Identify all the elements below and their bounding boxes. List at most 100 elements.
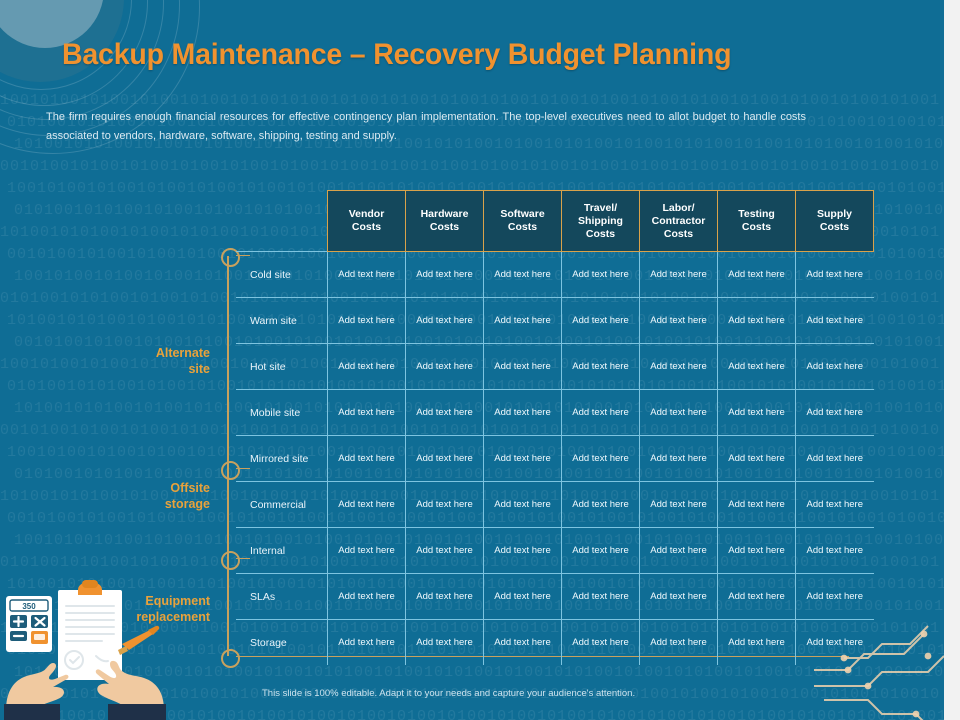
- table-cell[interactable]: Add text here: [639, 251, 718, 298]
- clipboard-icon: [58, 580, 122, 680]
- row-label-slas[interactable]: SLAs: [236, 573, 328, 620]
- table-cell[interactable]: Add text here: [639, 435, 718, 482]
- table-cell[interactable]: Add text here: [483, 389, 562, 436]
- table-cell[interactable]: Add text here: [405, 527, 484, 574]
- table-cell[interactable]: Add text here: [483, 343, 562, 390]
- table-row: Commercial Add text here Add text here Add …: [236, 481, 874, 528]
- table-cell[interactable]: Add text here: [717, 573, 796, 620]
- table-cell[interactable]: Add text here: [483, 619, 562, 665]
- row-label-warm-site[interactable]: Warm site: [236, 297, 328, 344]
- table-cell[interactable]: Add text here: [561, 527, 640, 574]
- table-cell[interactable]: Add text here: [327, 527, 406, 574]
- table-cell[interactable]: Add text here: [795, 481, 874, 528]
- table-cell[interactable]: Add text here: [806, 637, 863, 648]
- table-cell[interactable]: Add text here: [561, 297, 640, 344]
- table-cell[interactable]: Add text here: [717, 297, 796, 344]
- table-cell[interactable]: Add text here: [717, 481, 796, 528]
- column-header-line: Vendor: [348, 208, 385, 220]
- row-label-mirrored-site[interactable]: Mirrored site: [236, 435, 328, 482]
- table-cell[interactable]: Add text here: [405, 343, 484, 390]
- table-cell[interactable]: Add text here: [327, 251, 406, 298]
- table-cell[interactable]: Add text here: [405, 297, 484, 344]
- row-label-hot-site[interactable]: Hot site: [236, 343, 328, 390]
- table-cell[interactable]: Add text here: [639, 343, 718, 390]
- column-header-software-costs[interactable]: Software Costs: [483, 190, 562, 252]
- table-cell[interactable]: Add text here: [561, 251, 640, 298]
- table-cell[interactable]: Add text here: [639, 527, 718, 574]
- budget-table-head: Vendor Costs Hardware Costs Software Costs Tra…: [236, 190, 874, 252]
- row-label-storage[interactable]: Storage: [236, 619, 328, 665]
- column-header-line: Costs: [507, 221, 538, 233]
- table-cell[interactable]: Add text here: [483, 435, 562, 482]
- column-header-labor-contractor-costs[interactable]: Labor/Contractor Costs: [639, 190, 718, 252]
- table-cell[interactable]: Add text here: [639, 297, 718, 344]
- table-cell[interactable]: Add text here: [639, 573, 718, 620]
- table-cell[interactable]: Add text here: [795, 343, 874, 390]
- table-cell[interactable]: Add text here: [717, 619, 796, 665]
- row-label-mobile-site[interactable]: Mobile site: [236, 389, 328, 436]
- row-label-internal[interactable]: Internal: [236, 527, 328, 574]
- budget-table-header-row: Vendor Costs Hardware Costs Software Costs Tra…: [236, 190, 874, 252]
- table-cell[interactable]: Add text here: [327, 389, 406, 436]
- column-header-supply-costs[interactable]: Supply Costs: [795, 190, 874, 252]
- table-cell[interactable]: Add text here: [561, 389, 640, 436]
- table-cell[interactable]: Add text here: [483, 297, 562, 344]
- table-cell[interactable]: Add text here: [405, 573, 484, 620]
- column-header-testing-costs[interactable]: Testing Costs: [717, 190, 796, 252]
- table-cell[interactable]: Add text here: [327, 573, 406, 620]
- table-cell[interactable]: Add text here: [561, 573, 640, 620]
- group-label-offsite-storage: Offsite storage: [60, 480, 210, 512]
- column-header-vendor-costs[interactable]: Vendor Costs: [327, 190, 406, 252]
- table-cell[interactable]: Add text here: [561, 435, 640, 482]
- table-cell[interactable]: Add text here: [327, 343, 406, 390]
- table-cell[interactable]: Add text here: [405, 619, 484, 665]
- column-header-line: Labor/: [662, 201, 695, 214]
- table-cell[interactable]: Add text here: [327, 481, 406, 528]
- table-cell[interactable]: Add text here: [795, 297, 874, 344]
- table-cell[interactable]: Add text here: [327, 435, 406, 482]
- table-cell[interactable]: Add text here: [483, 527, 562, 574]
- table-cell[interactable]: Add text here: [483, 573, 562, 620]
- circuit-trace-decoration: [814, 625, 944, 720]
- table-cell[interactable]: Add text here: [717, 343, 796, 390]
- group-label-equipment-replacement-line2: replacement: [136, 610, 210, 624]
- concentric-rings-decoration: [0, 0, 230, 220]
- table-cell[interactable]: Add text here: [405, 389, 484, 436]
- group-label-alternate-site: Alternate site: [60, 345, 210, 377]
- table-cell[interactable]: Add text here: [717, 435, 796, 482]
- table-cell[interactable]: Add text here: [795, 251, 874, 298]
- table-cell[interactable]: Add text here: [483, 481, 562, 528]
- row-label-commercial[interactable]: Commercial: [236, 481, 328, 528]
- right-hand-pen-icon: [95, 625, 166, 720]
- group-label-alternate-site-line2: site: [188, 362, 210, 376]
- table-cell[interactable]: Add text here: [639, 389, 718, 436]
- column-header-hardware-costs[interactable]: Hardware Costs: [405, 190, 484, 252]
- table-cell[interactable]: Add text here: [717, 389, 796, 436]
- table-cell[interactable]: Add text here: [639, 619, 718, 665]
- table-cell[interactable]: Add text here: [795, 527, 874, 574]
- table-cell[interactable]: Add text here: [795, 389, 874, 436]
- table-cell[interactable]: Add text here: [561, 619, 640, 665]
- table-cell[interactable]: Add text here: [483, 251, 562, 298]
- table-cell[interactable]: Add text here: [405, 435, 484, 482]
- column-header-line: Contractor: [651, 214, 706, 227]
- column-header-line: Costs: [663, 227, 694, 240]
- table-cell[interactable]: Add text here: [717, 527, 796, 574]
- table-cell[interactable]: Add text here: [795, 435, 874, 482]
- table-cell[interactable]: Add text here: [405, 481, 484, 528]
- group-rail-line: [227, 256, 229, 656]
- table-cell[interactable]: Add text here: [795, 573, 874, 620]
- table-cell[interactable]: Add text here: [639, 481, 718, 528]
- table-row: Hot site Add text here Add text here Add te…: [236, 343, 874, 390]
- column-header-line: Shipping: [578, 214, 623, 227]
- column-header-line: Travel/: [583, 201, 618, 214]
- column-header-travel-shipping-costs[interactable]: Travel/Shipping Costs: [561, 190, 640, 252]
- table-cell[interactable]: Add text here: [717, 251, 796, 298]
- slide-caption: This slide is 100% editable. Adapt it to…: [262, 688, 636, 699]
- table-cell[interactable]: Add text here: [405, 251, 484, 298]
- table-cell[interactable]: Add text here: [561, 343, 640, 390]
- table-cell[interactable]: Add text here: [561, 481, 640, 528]
- row-label-cold-site[interactable]: Cold site: [236, 251, 328, 298]
- table-cell[interactable]: Add text here: [327, 619, 406, 665]
- table-cell[interactable]: Add text here: [327, 297, 406, 344]
